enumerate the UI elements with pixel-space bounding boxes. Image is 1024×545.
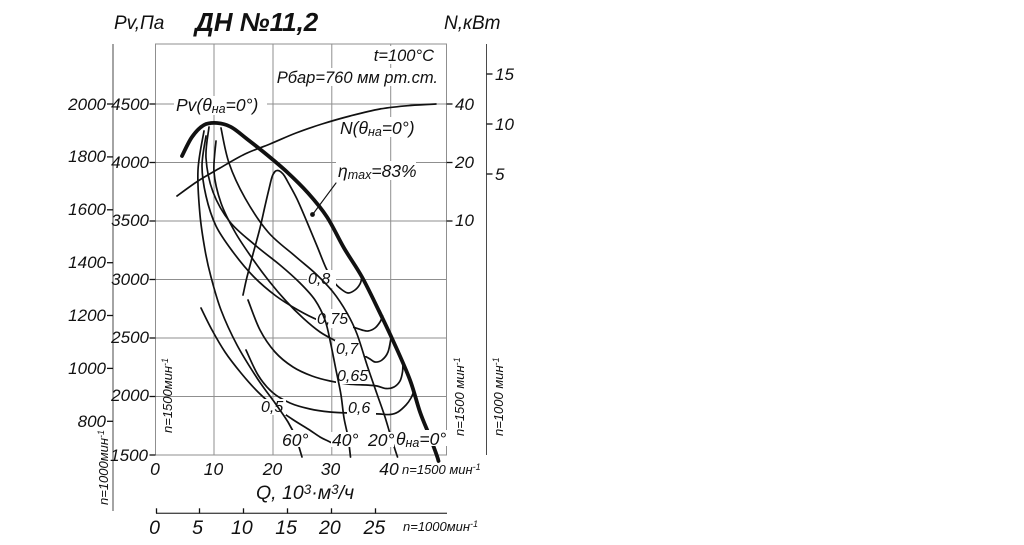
svg-text:n=1500мин-1: n=1500мин-1 xyxy=(160,358,175,433)
svg-text:20: 20 xyxy=(318,517,341,539)
svg-text:θна=0°: θна=0° xyxy=(396,429,446,450)
svg-text:N(θна=0°): N(θна=0°) xyxy=(340,118,415,139)
svg-text:3500: 3500 xyxy=(111,211,149,230)
svg-text:20: 20 xyxy=(262,459,283,479)
svg-text:n=1500 мин-1: n=1500 мин-1 xyxy=(452,357,467,436)
svg-text:0,6: 0,6 xyxy=(348,400,370,417)
svg-text:20: 20 xyxy=(454,153,474,172)
svg-text:Q, 103·м3/ч: Q, 103·м3/ч xyxy=(256,482,354,504)
svg-text:15: 15 xyxy=(275,517,297,539)
svg-text:10: 10 xyxy=(231,517,253,539)
svg-text:0,65: 0,65 xyxy=(337,368,368,385)
svg-text:10: 10 xyxy=(495,115,514,134)
svg-text:1800: 1800 xyxy=(68,147,106,166)
svg-text:30: 30 xyxy=(321,459,341,479)
svg-text:15: 15 xyxy=(495,65,514,84)
svg-text:800: 800 xyxy=(78,412,107,431)
svg-text:Pбар=760 мм рт.ст.: Pбар=760 мм рт.ст. xyxy=(277,69,438,87)
svg-text:40: 40 xyxy=(379,459,399,479)
svg-text:2000: 2000 xyxy=(67,95,106,114)
svg-text:5: 5 xyxy=(192,517,203,539)
svg-text:60°: 60° xyxy=(282,430,308,450)
svg-text:40: 40 xyxy=(455,95,474,114)
svg-text:ДН №11,2: ДН №11,2 xyxy=(193,7,319,37)
svg-text:5: 5 xyxy=(495,165,505,184)
svg-text:2500: 2500 xyxy=(110,328,149,347)
svg-text:n=1000мин-1: n=1000мин-1 xyxy=(96,430,111,505)
svg-text:40°: 40° xyxy=(332,430,358,450)
svg-text:1600: 1600 xyxy=(68,200,106,219)
svg-text:0: 0 xyxy=(150,459,160,479)
svg-text:n=1000мин-1: n=1000мин-1 xyxy=(403,519,478,534)
svg-text:Pv,Па: Pv,Па xyxy=(114,13,164,34)
svg-text:0,7: 0,7 xyxy=(336,341,359,358)
svg-text:0,5: 0,5 xyxy=(261,399,283,416)
svg-text:1000: 1000 xyxy=(68,359,106,378)
svg-text:N,кВт: N,кВт xyxy=(444,13,500,34)
svg-text:1200: 1200 xyxy=(68,306,106,325)
svg-text:2000: 2000 xyxy=(110,386,149,405)
svg-text:0,75: 0,75 xyxy=(317,311,348,328)
svg-text:25: 25 xyxy=(363,517,386,539)
svg-text:10: 10 xyxy=(455,211,474,230)
svg-text:n=1500 мин-1: n=1500 мин-1 xyxy=(402,462,481,477)
svg-text:1500: 1500 xyxy=(110,446,148,465)
svg-text:Pv(θна=0°): Pv(θна=0°) xyxy=(176,95,258,116)
svg-text:3000: 3000 xyxy=(111,270,149,289)
svg-text:0: 0 xyxy=(149,517,160,539)
svg-text:t=100°C: t=100°C xyxy=(374,47,434,65)
svg-text:4000: 4000 xyxy=(111,153,149,172)
svg-text:20°: 20° xyxy=(367,430,394,450)
svg-text:4500: 4500 xyxy=(111,95,149,114)
svg-text:10: 10 xyxy=(204,459,224,479)
svg-text:n=1000 мин-1: n=1000 мин-1 xyxy=(491,357,506,436)
svg-text:1400: 1400 xyxy=(68,253,106,272)
